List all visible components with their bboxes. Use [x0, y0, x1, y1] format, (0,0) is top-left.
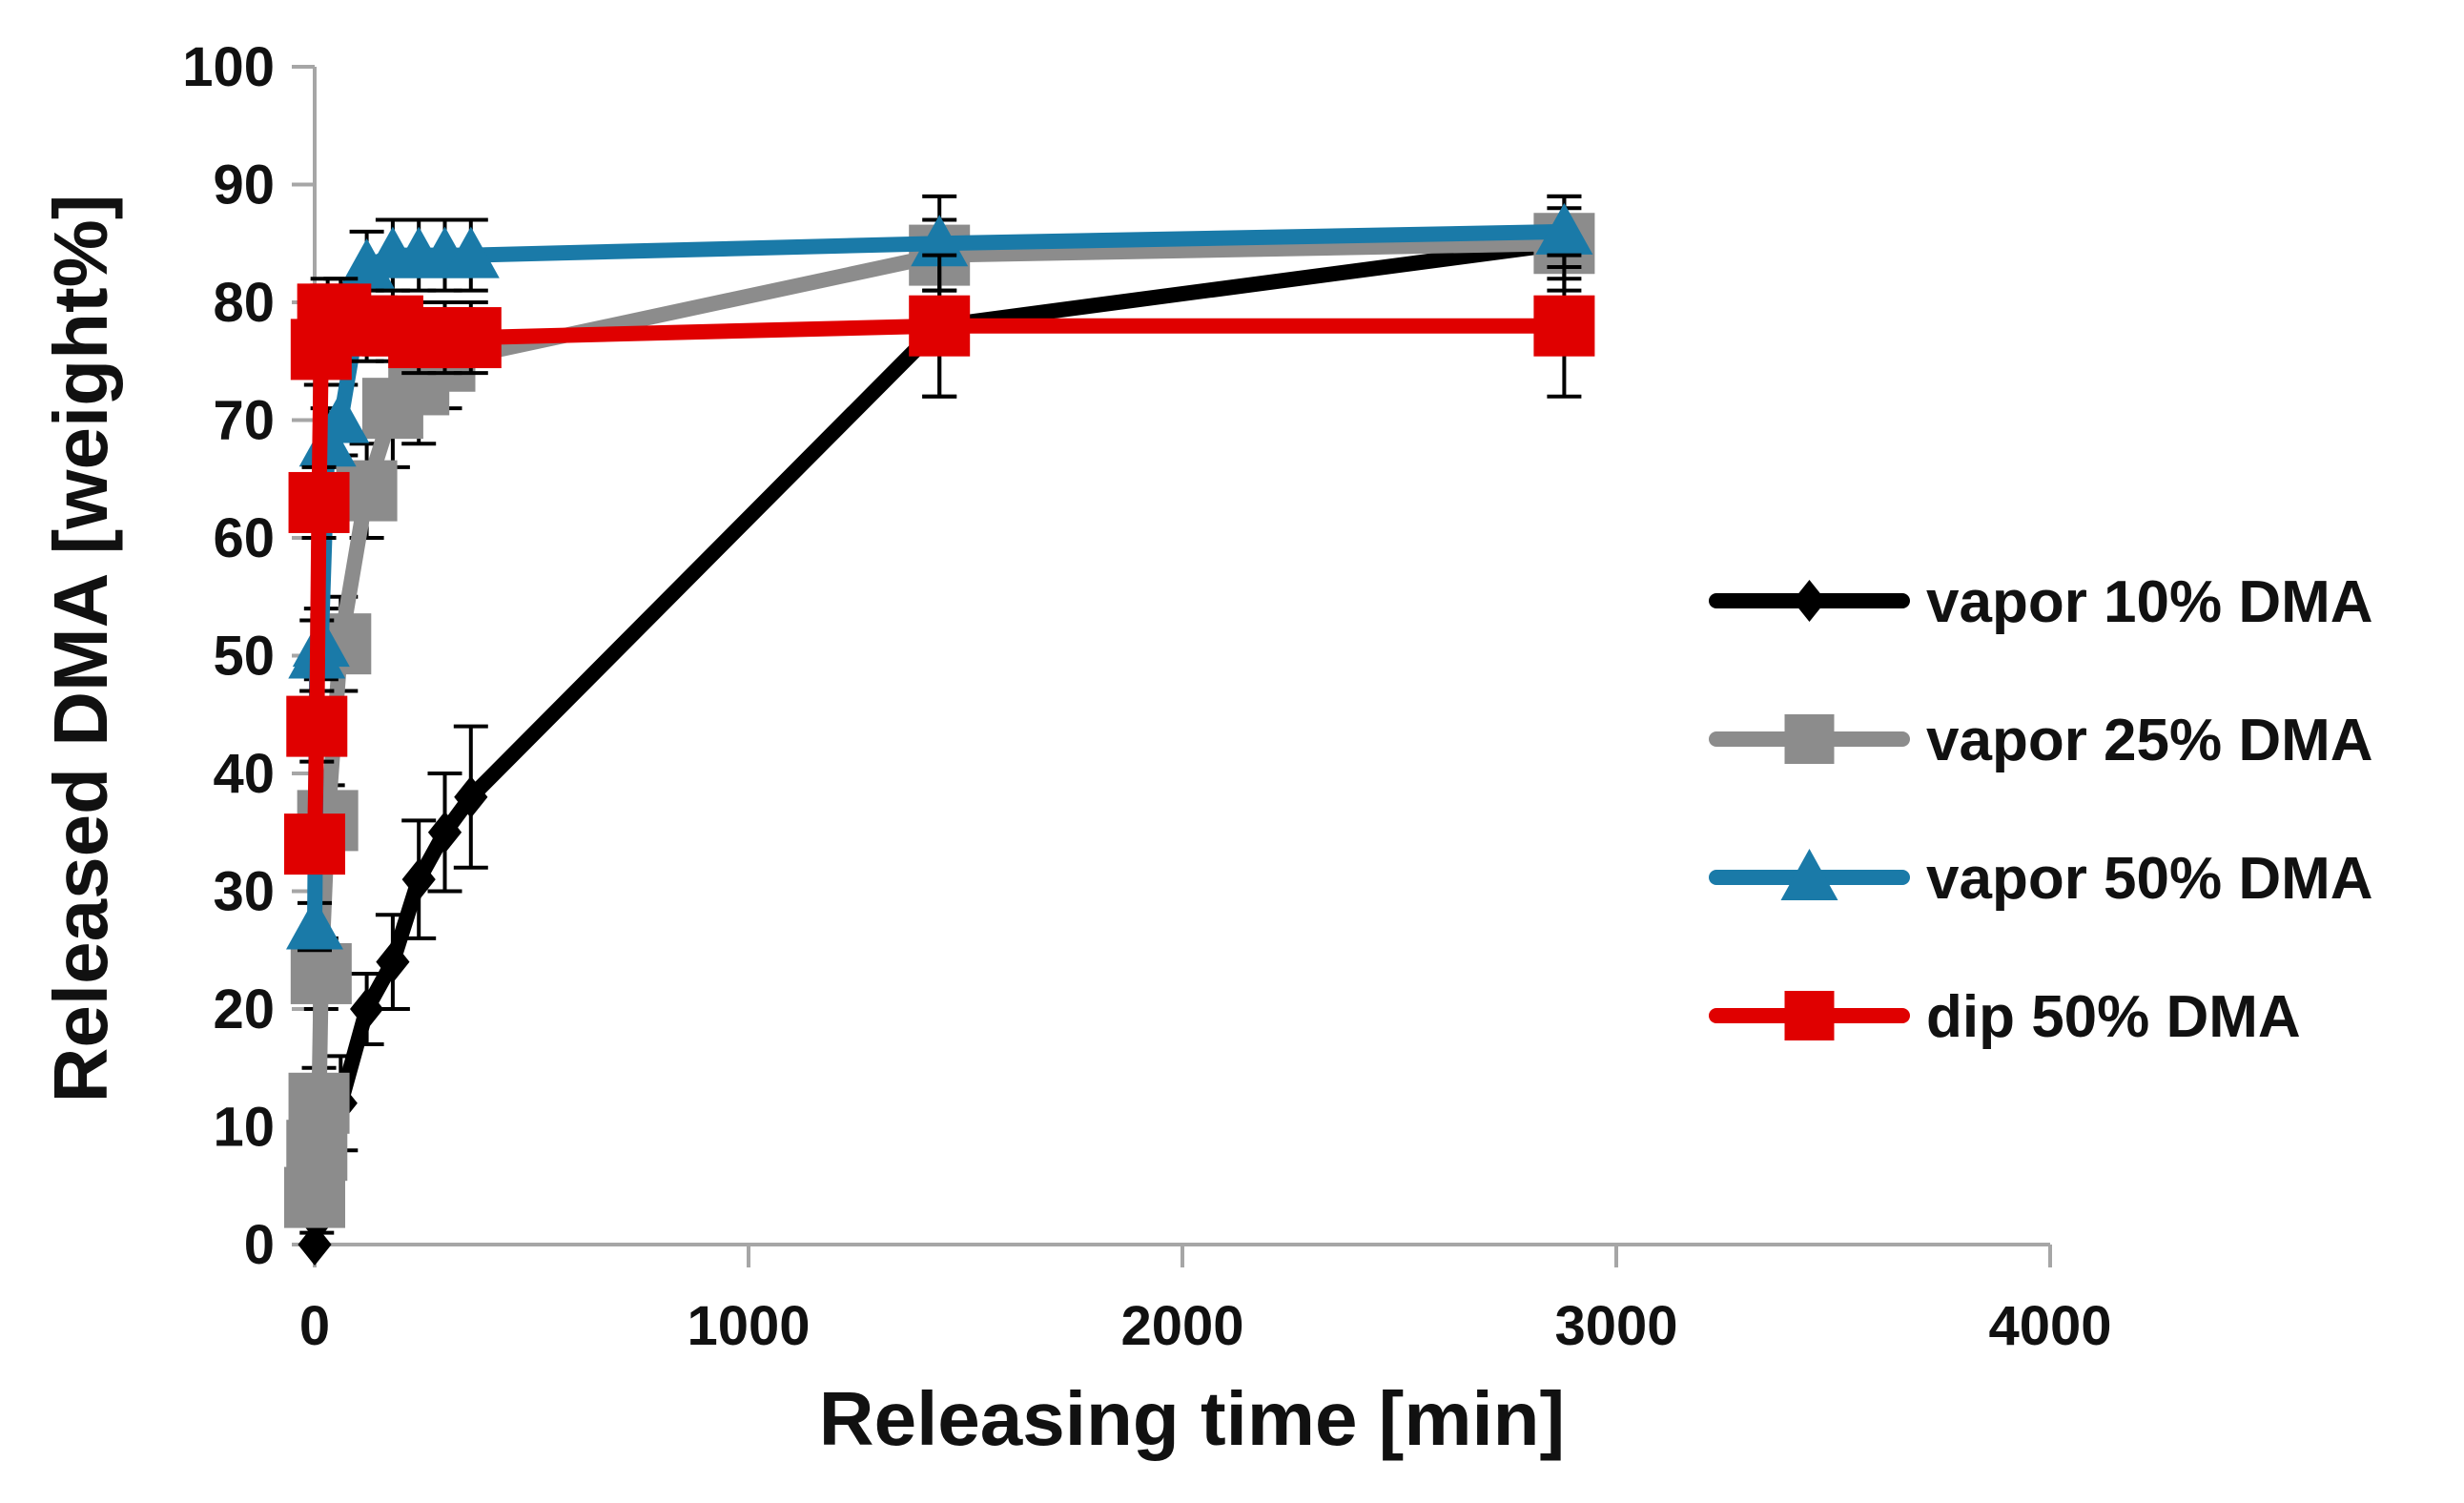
data-point: [284, 813, 345, 875]
legend-item: vapor 25% DMA: [1709, 708, 2373, 773]
data-point: [1535, 202, 1593, 255]
legend-marker: [1792, 580, 1827, 622]
y-axis-title: Released DMA [weight%]: [38, 195, 123, 1103]
legend-label: dip 50% DMA: [1926, 984, 2301, 1050]
y-tick-label: 30: [213, 861, 275, 923]
y-tick-label: 0: [244, 1214, 275, 1276]
x-tick-label: 1000: [687, 1295, 810, 1357]
data-point: [440, 307, 502, 369]
legend-item: dip 50% DMA: [1709, 984, 2301, 1050]
x-tick-label: 3000: [1554, 1295, 1677, 1357]
x-tick-label: 0: [299, 1295, 330, 1357]
data-point: [290, 942, 352, 1004]
data-point: [376, 940, 410, 983]
y-tick-label: 70: [213, 390, 275, 452]
legend-marker: [1780, 849, 1838, 900]
data-point: [288, 471, 350, 533]
data-point: [427, 811, 462, 854]
y-tick-label: 50: [213, 626, 275, 688]
y-tick-label: 80: [213, 272, 275, 334]
x-tick-label: 4000: [1988, 1295, 2111, 1357]
data-point: [909, 295, 971, 357]
plot-area: [284, 194, 1595, 1266]
legend-item: vapor 10% DMA: [1709, 569, 2373, 635]
x-tick-label: 2000: [1120, 1295, 1243, 1357]
data-point: [454, 775, 488, 818]
legend-label: vapor 25% DMA: [1926, 708, 2373, 773]
legend-label: vapor 10% DMA: [1926, 569, 2373, 635]
legend-label: vapor 50% DMA: [1926, 846, 2373, 912]
y-tick-label: 90: [213, 154, 275, 216]
data-point: [350, 988, 384, 1030]
legend-item: vapor 50% DMA: [1709, 846, 2373, 912]
y-tick-label: 100: [182, 36, 275, 98]
x-axis-title: Releasing time [min]: [819, 1376, 1565, 1461]
legend-marker: [1784, 714, 1835, 764]
legend-marker: [1784, 991, 1835, 1040]
y-tick-label: 60: [213, 507, 275, 569]
data-point: [288, 1072, 350, 1134]
y-tick-label: 40: [213, 743, 275, 805]
data-point: [286, 695, 348, 757]
series-dip-50-dma: [284, 253, 1595, 875]
y-tick-label: 10: [213, 1097, 275, 1159]
data-point: [286, 897, 343, 950]
data-point: [1533, 295, 1595, 357]
data-point: [401, 858, 436, 901]
data-point: [441, 226, 500, 278]
y-tick-label: 20: [213, 978, 275, 1040]
legend: vapor 10% DMA vapor 25% DMA vapor 50% DMA d…: [1709, 569, 2373, 1050]
